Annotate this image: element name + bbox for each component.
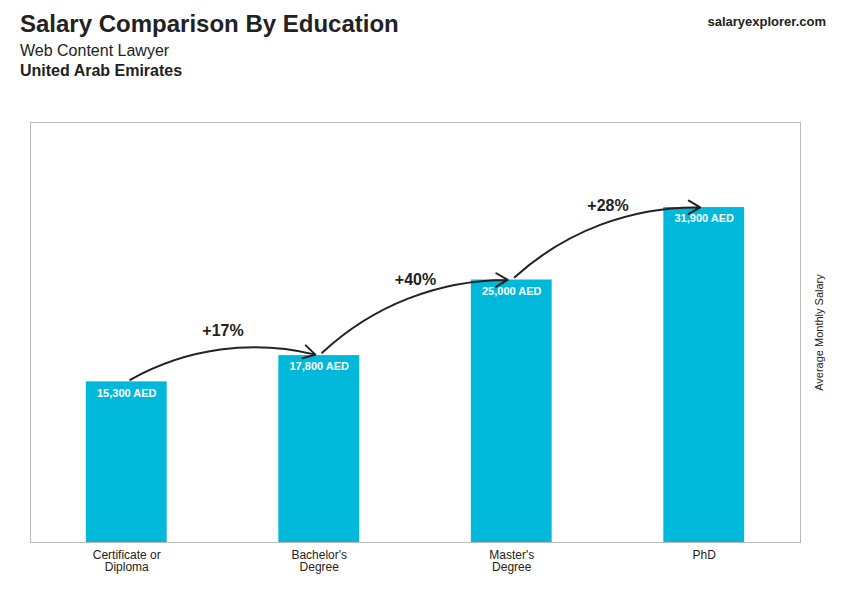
html-text:Web Content Lawyer: Web Content Lawyer xyxy=(20,42,170,59)
svg-text:Average Monthly Salary: Average Monthly Salary xyxy=(813,274,825,391)
svg-text:15,300 AED: 15,300 AED xyxy=(97,387,157,399)
svg-text:Bachelor'sDegree: Bachelor'sDegree xyxy=(291,548,347,574)
svg-text:17,800 AED: 17,800 AED xyxy=(289,360,349,372)
svg-text:Master'sDegree: Master'sDegree xyxy=(489,548,534,574)
html-text:salaryexplorer.com: salaryexplorer.com xyxy=(707,14,826,29)
svg-text:31,900 AED: 31,900 AED xyxy=(674,212,734,224)
html-text:Salary Comparison By Education: Salary Comparison By Education xyxy=(20,10,399,37)
html-text:United Arab Emirates: United Arab Emirates xyxy=(20,62,183,79)
svg-text:+28%: +28% xyxy=(587,197,628,214)
svg-text:+40%: +40% xyxy=(395,271,436,288)
svg-text:25,000 AED: 25,000 AED xyxy=(482,285,542,297)
svg-text:+17%: +17% xyxy=(202,322,243,339)
svg-text:PhD: PhD xyxy=(693,548,717,562)
svg-text:Certificate orDiploma: Certificate orDiploma xyxy=(93,548,161,574)
